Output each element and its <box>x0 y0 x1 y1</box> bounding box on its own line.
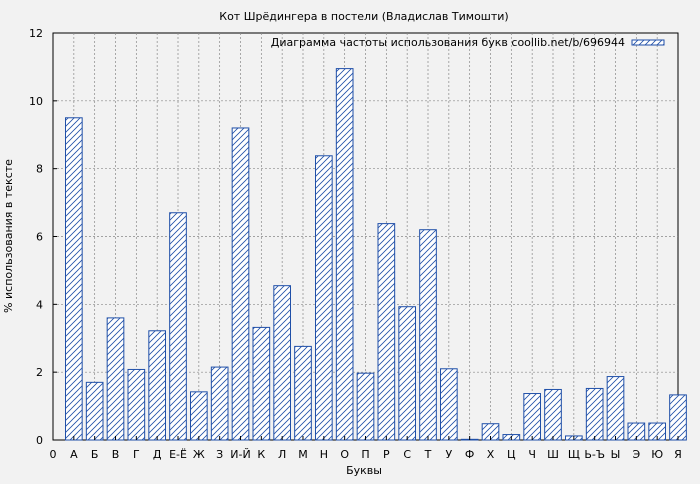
x-tick-label: Ю <box>651 448 663 461</box>
x-tick-label: Щ <box>568 448 580 461</box>
x-tick-label: Ь-Ъ <box>584 448 605 461</box>
legend-label: Диаграмма частоты использования букв coo… <box>271 36 625 49</box>
bar-П <box>356 372 375 441</box>
x-tick-label: 0 <box>50 448 57 461</box>
x-tick-label: Ц <box>507 448 516 461</box>
bar-Л <box>273 285 292 441</box>
bar-Р <box>377 223 396 441</box>
x-tick-label: У <box>445 448 452 461</box>
x-tick-label: Ж <box>193 448 205 461</box>
x-axis-ticks: 0 А Б В Г Д Е-Ё Ж З И-Й К Л М Н О П Р С Т У Ф Х Ц Ч Ш Щ Ь-Ъ Ы Э Ю Я <box>50 436 682 461</box>
x-tick-label: Э <box>632 448 640 461</box>
bar-Ч <box>523 393 541 441</box>
x-tick-label: Я <box>674 448 682 461</box>
bar-Б <box>85 381 104 441</box>
y-tick-label: 0 <box>36 434 43 447</box>
bar-Я <box>669 394 687 441</box>
x-tick-label: Р <box>383 448 390 461</box>
legend-swatch <box>631 39 665 46</box>
y-tick-label: 2 <box>36 366 43 379</box>
chart-title: Кот Шрёдингера в постели (Владислав Тимо… <box>219 10 508 23</box>
x-tick-label: К <box>257 448 265 461</box>
bar-К <box>252 326 271 441</box>
x-tick-label: М <box>298 448 308 461</box>
x-tick-label: Ф <box>465 448 474 461</box>
bar-О <box>335 68 354 441</box>
x-tick-label: И-Й <box>230 448 250 461</box>
x-tick-label: С <box>403 448 411 461</box>
bar-Ш <box>544 388 562 441</box>
x-tick-label: П <box>361 448 369 461</box>
bar-С <box>398 306 417 441</box>
bar-В <box>106 317 125 441</box>
x-tick-label: Ш <box>547 448 559 461</box>
bar-М <box>294 345 312 441</box>
x-tick-label: А <box>70 448 78 461</box>
y-axis-ticks: 0 2 4 6 8 10 12 <box>29 27 57 447</box>
bar-Е-Ё <box>169 212 187 441</box>
x-tick-label: З <box>216 448 223 461</box>
bar-И-Й <box>231 127 250 441</box>
bar-Ь-Ъ <box>585 387 604 441</box>
x-tick-label: Ч <box>528 448 536 461</box>
y-tick-label: 6 <box>36 231 43 244</box>
x-tick-label: Г <box>133 448 140 461</box>
bar-Ы <box>606 376 625 441</box>
y-tick-label: 12 <box>29 27 43 40</box>
y-tick-label: 10 <box>29 95 43 108</box>
x-tick-label: Л <box>278 448 286 461</box>
x-tick-label: Е-Ё <box>169 448 187 461</box>
x-tick-label: Т <box>424 448 432 461</box>
bar-З <box>210 366 229 441</box>
x-tick-label: Ы <box>611 448 621 461</box>
x-tick-label: О <box>340 448 349 461</box>
bar-Ж <box>190 391 208 441</box>
bar-У <box>440 368 458 441</box>
x-tick-label: Н <box>320 448 328 461</box>
bar-Т <box>419 229 437 441</box>
y-tick-label: 8 <box>36 163 43 176</box>
x-tick-label: В <box>112 448 120 461</box>
bar-Г <box>127 368 146 441</box>
bar-А <box>65 117 83 441</box>
bar-Н <box>315 155 333 441</box>
x-axis-label: Буквы <box>346 464 382 477</box>
x-tick-label: Х <box>487 448 495 461</box>
y-tick-label: 4 <box>36 298 43 311</box>
x-tick-label: Д <box>153 448 162 461</box>
x-tick-label: Б <box>91 448 99 461</box>
y-axis-label: % использования в тексте <box>2 159 15 313</box>
legend: Диаграмма частоты использования букв coo… <box>271 36 665 49</box>
bars-group <box>65 68 687 441</box>
bar-Д <box>148 330 166 441</box>
